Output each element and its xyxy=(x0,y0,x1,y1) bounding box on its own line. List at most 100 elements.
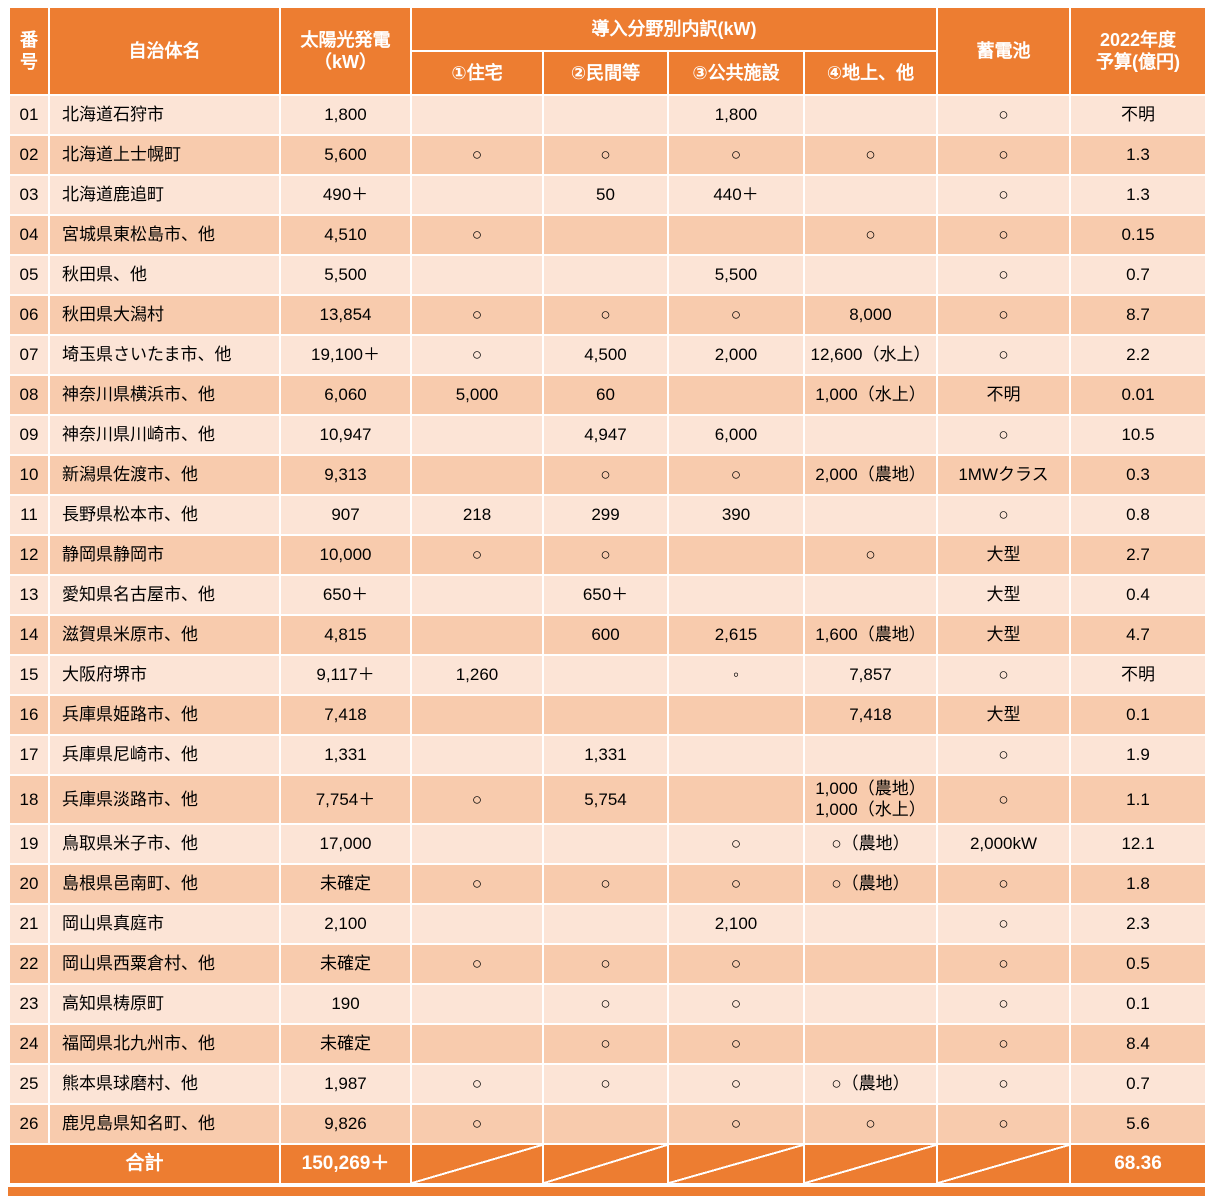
table-row: 03 北海道鹿追町 490＋ 50 440＋ ○ 1.3 xyxy=(8,174,1207,216)
cell-solar-kw: 1,800 xyxy=(279,94,412,136)
cell-battery: ○ xyxy=(936,294,1071,336)
cell-residential: ○ xyxy=(410,334,544,376)
cell-private xyxy=(542,254,669,296)
total-row: 合計 150,269＋ 68.36 xyxy=(8,1142,1207,1185)
header-budget: 2022年度 予算(億円) xyxy=(1069,6,1207,96)
cell-public: 2,100 xyxy=(667,902,805,945)
cell-solar-kw: 650＋ xyxy=(279,574,412,616)
cell-solar-kw: 未確定 xyxy=(279,942,412,985)
cell-battery: 大型 xyxy=(936,534,1071,576)
cell-municipality: 宮城県東松島市、他 xyxy=(48,214,281,256)
total-public-na xyxy=(667,1142,805,1185)
cell-battery: ○ xyxy=(936,1022,1071,1065)
cell-budget: 1.8 xyxy=(1069,862,1207,905)
table-row: 07 埼玉県さいたま市、他 19,100＋ ○ 4,500 2,000 12,6… xyxy=(8,334,1207,376)
cell-battery: 1MWクラス xyxy=(936,454,1071,496)
cell-solar-kw: 7,754＋ xyxy=(279,774,412,825)
cell-residential: ○ xyxy=(410,294,544,336)
cell-battery: ○ xyxy=(936,774,1071,825)
cell-battery: ○ xyxy=(936,1102,1071,1145)
cell-residential xyxy=(410,694,544,736)
cell-private: 60 xyxy=(542,374,669,416)
cell-budget: 0.1 xyxy=(1069,982,1207,1025)
cell-ground-other xyxy=(803,174,938,216)
table-row: 16 兵庫県姫路市、他 7,418 7,418 大型 0.1 xyxy=(8,694,1207,736)
cell-residential: ○ xyxy=(410,534,544,576)
cell-municipality: 埼玉県さいたま市、他 xyxy=(48,334,281,376)
cell-ground-other xyxy=(803,1022,938,1065)
table-row: 08 神奈川県横浜市、他 6,060 5,000 60 1,000（水上） 不明… xyxy=(8,374,1207,416)
table-row: 01 北海道石狩市 1,800 1,800 ○ 不明 xyxy=(8,94,1207,136)
cell-battery: 大型 xyxy=(936,574,1071,616)
cell-residential: ○ xyxy=(410,942,544,985)
cell-number: 16 xyxy=(8,694,50,736)
cell-private: ○ xyxy=(542,862,669,905)
cell-solar-kw: 17,000 xyxy=(279,822,412,865)
header-sub-private: ②民間等 xyxy=(542,50,669,96)
cell-private: ○ xyxy=(542,1022,669,1065)
cell-budget: 1.3 xyxy=(1069,134,1207,176)
table-row: 09 神奈川県川崎市、他 10,947 4,947 6,000 ○ 10.5 xyxy=(8,414,1207,456)
cell-residential xyxy=(410,454,544,496)
cell-ground-other xyxy=(803,414,938,456)
cell-municipality: 秋田県、他 xyxy=(48,254,281,296)
cell-budget: 4.7 xyxy=(1069,614,1207,656)
solar-installations-table: 番号 自治体名 太陽光発電 （kW） 導入分野別内訳(kW) 蓄電池 2022年… xyxy=(8,6,1207,1185)
cell-municipality: 大阪府堺市 xyxy=(48,654,281,696)
cell-number: 19 xyxy=(8,822,50,865)
cell-number: 05 xyxy=(8,254,50,296)
cell-number: 21 xyxy=(8,902,50,945)
cell-ground-other: 1,000（農地） 1,000（水上） xyxy=(803,774,938,825)
cell-public xyxy=(667,374,805,416)
cell-residential: 1,260 xyxy=(410,654,544,696)
cell-number: 18 xyxy=(8,774,50,825)
cell-public: ○ xyxy=(667,862,805,905)
total-solar-kw: 150,269＋ xyxy=(279,1142,412,1185)
cell-municipality: 秋田県大潟村 xyxy=(48,294,281,336)
table-row: 13 愛知県名古屋市、他 650＋ 650＋ 大型 0.4 xyxy=(8,574,1207,616)
cell-solar-kw: 19,100＋ xyxy=(279,334,412,376)
cell-battery: ○ xyxy=(936,942,1071,985)
cell-public: ○ xyxy=(667,134,805,176)
cell-ground-other xyxy=(803,902,938,945)
cell-public xyxy=(667,734,805,776)
cell-number: 22 xyxy=(8,942,50,985)
cell-public: ○ xyxy=(667,1062,805,1105)
cell-number: 12 xyxy=(8,534,50,576)
cell-budget: 不明 xyxy=(1069,94,1207,136)
header-sub-residential: ①住宅 xyxy=(410,50,544,96)
cell-public: ◦ xyxy=(667,654,805,696)
header-battery: 蓄電池 xyxy=(936,6,1071,96)
cell-ground-other: ○ xyxy=(803,134,938,176)
cell-solar-kw: 4,815 xyxy=(279,614,412,656)
cell-private: 299 xyxy=(542,494,669,536)
cell-private xyxy=(542,902,669,945)
total-budget: 68.36 xyxy=(1069,1142,1207,1185)
cell-solar-kw: 2,100 xyxy=(279,902,412,945)
cell-municipality: 熊本県球磨村、他 xyxy=(48,1062,281,1105)
cell-ground-other xyxy=(803,94,938,136)
cell-solar-kw: 9,313 xyxy=(279,454,412,496)
cell-solar-kw: 10,947 xyxy=(279,414,412,456)
cell-solar-kw: 490＋ xyxy=(279,174,412,216)
cell-battery: ○ xyxy=(936,94,1071,136)
cell-residential xyxy=(410,614,544,656)
cell-battery: ○ xyxy=(936,174,1071,216)
cell-ground-other xyxy=(803,942,938,985)
cell-battery: ○ xyxy=(936,214,1071,256)
cell-municipality: 兵庫県尼崎市、他 xyxy=(48,734,281,776)
cell-public: 390 xyxy=(667,494,805,536)
header-row-sub: ①住宅 ②民間等 ③公共施設 ④地上、他 xyxy=(9,50,1206,96)
cell-ground-other xyxy=(803,982,938,1025)
cell-private: 5,754 xyxy=(542,774,669,825)
table-row: 25 熊本県球磨村、他 1,987 ○ ○ ○ ○（農地） ○ 0.7 xyxy=(8,1062,1207,1105)
table-row: 17 兵庫県尼崎市、他 1,331 1,331 ○ 1.9 xyxy=(8,734,1207,776)
cell-battery: ○ xyxy=(936,254,1071,296)
cell-ground-other xyxy=(803,494,938,536)
cell-private: ○ xyxy=(542,454,669,496)
cell-ground-other: ○ xyxy=(803,534,938,576)
cell-budget: 不明 xyxy=(1069,654,1207,696)
cell-number: 26 xyxy=(8,1102,50,1145)
cell-budget: 1.1 xyxy=(1069,774,1207,825)
cell-number: 13 xyxy=(8,574,50,616)
